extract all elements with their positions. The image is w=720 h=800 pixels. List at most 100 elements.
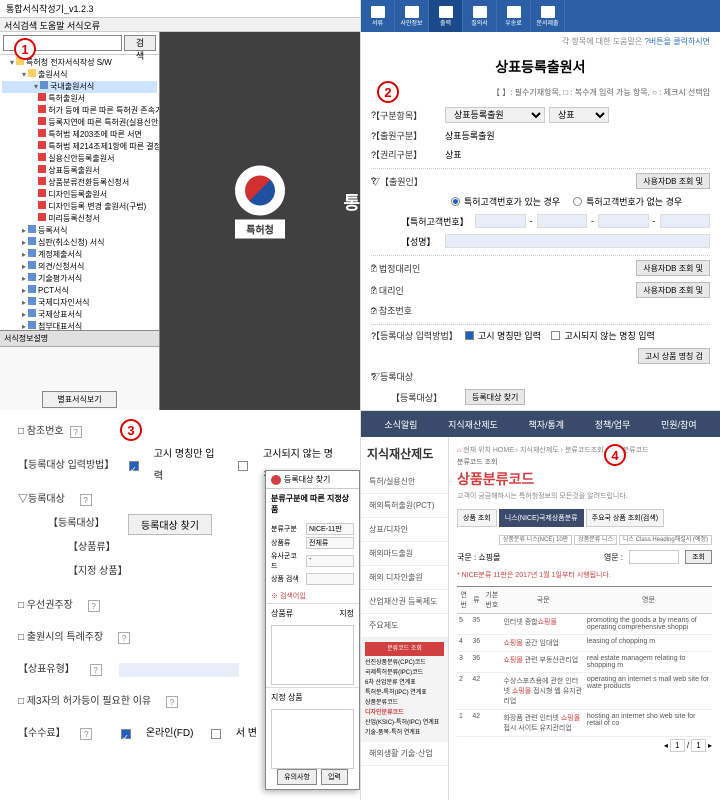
- tree-node[interactable]: 상표등록출원서: [2, 165, 157, 177]
- toolbar-btn-5[interactable]: 문서제출: [531, 0, 565, 32]
- help-icon[interactable]: ?: [70, 426, 82, 438]
- input-cn-3[interactable]: [598, 214, 649, 228]
- sidebar-item[interactable]: 해외 디자인출원: [361, 566, 448, 590]
- tree-node[interactable]: ▸등록서식: [2, 225, 157, 237]
- sidebar-item[interactable]: 해외특허출원(PCT): [361, 494, 448, 518]
- toolbar-btn-4[interactable]: 우송료: [497, 0, 531, 32]
- q3-chk-paper[interactable]: [211, 729, 221, 739]
- sidebar-item[interactable]: 해외마드출원: [361, 542, 448, 566]
- dlg-designated-list[interactable]: [271, 709, 354, 769]
- sidebar-sub-item[interactable]: 디자인분류코드: [365, 708, 444, 718]
- table-row[interactable]: 436쇼핑몰 공간 임대업leasing of chopping m: [457, 635, 712, 652]
- toolbar-btn-2[interactable]: 출력: [429, 0, 463, 32]
- toolbar-btn-0[interactable]: 서류: [361, 0, 395, 32]
- sidebar-item[interactable]: 상표/디자인: [361, 518, 448, 542]
- sidebar-sub-item[interactable]: 6차 산업분류 연계표: [365, 678, 444, 688]
- dlg-search[interactable]: [306, 573, 354, 585]
- sidebar-sub-item[interactable]: 국제특허분류(IPC)코드: [365, 668, 444, 678]
- sidebar-item[interactable]: 특허/실용신안: [361, 470, 448, 494]
- home-icon[interactable]: ⌂: [457, 447, 461, 454]
- tree-node[interactable]: 특허법 제203조에 따른 서면: [2, 129, 157, 141]
- btn-official-search[interactable]: 고시 상품 명칭 검: [638, 348, 710, 364]
- tree-node[interactable]: 허가 등에 따른 따른 특허권 존속기간 연장등: [2, 105, 157, 117]
- label-agent[interactable]: □ 대리인: [371, 284, 441, 297]
- input-cn-2[interactable]: [537, 214, 588, 228]
- sub-tab[interactable]: 상품분류 니스(NCE) 10판: [499, 535, 572, 545]
- sub-tab[interactable]: 니스 Class Heading해설서 (예정): [619, 535, 712, 545]
- tree-node[interactable]: 미리등록신청서: [2, 213, 157, 225]
- tree-node[interactable]: ▸심판(취소신청) 서식: [2, 237, 157, 249]
- tree-node[interactable]: ▸국제상표서식: [2, 309, 157, 321]
- tree-node[interactable]: 실용신안등록출원서: [2, 153, 157, 165]
- form-tree[interactable]: ▾특허청 전자서식작성 S/W▾출원서식▾국내출원서식 특허출원서 허가 등에 …: [0, 55, 159, 330]
- sidebar-footer[interactable]: 해외생활 기술·산업: [361, 742, 448, 766]
- label-ref-no[interactable]: □ 참조번호: [371, 304, 441, 317]
- table-row[interactable]: 242수상스포츠용에 관한 인터넷 쇼핑몰 접시형 웹 유지관리업operati…: [457, 673, 712, 710]
- sidebar-sub-head[interactable]: 분류코드 조회: [365, 642, 444, 656]
- tree-node[interactable]: 상품분류전환등록신청서: [2, 177, 157, 189]
- sidebar-item[interactable]: 산업재산권 등록제도: [361, 590, 448, 614]
- tree-node[interactable]: ▸국제디자인서식: [2, 297, 157, 309]
- sidebar-sub-item[interactable]: 특허분-특허(IPC) 연계표: [365, 688, 444, 698]
- q3-priority[interactable]: □ 우선권주장: [18, 595, 73, 617]
- dlg-input-button[interactable]: 입력: [321, 769, 348, 785]
- q3-chk-other[interactable]: [238, 461, 248, 471]
- q3-exception[interactable]: □ 출원시의 특례주장: [18, 627, 103, 649]
- user-db-button-3[interactable]: 사용자DB 조회 및: [636, 282, 710, 298]
- sub-tab[interactable]: 상품분류 니스: [574, 535, 617, 545]
- tree-node[interactable]: ▸기술평가서식: [2, 273, 157, 285]
- tree-node[interactable]: ▸계정제출서식: [2, 249, 157, 261]
- nav-item[interactable]: 민원/참여: [661, 418, 697, 431]
- user-db-button-1[interactable]: 사용자DB 조회 및: [636, 173, 710, 189]
- q3-ref-no[interactable]: □ 참조번호: [18, 421, 64, 443]
- select-category[interactable]: 상표등록출원: [445, 107, 545, 123]
- radio-no-number[interactable]: [573, 197, 582, 206]
- sidebar-sub-item[interactable]: 산업(KSIC)-특허(IPC) 연계표: [365, 718, 444, 728]
- search-button[interactable]: 검색: [124, 35, 156, 51]
- q3-chk-official[interactable]: [129, 461, 139, 471]
- user-db-button-2[interactable]: 사용자DB 조회 및: [636, 260, 710, 276]
- table-row[interactable]: 142화장품 관련 인터넷 쇼핑몰 접시 사이트 유지관리업hosting an…: [457, 710, 712, 737]
- chk-not-official[interactable]: [551, 331, 560, 340]
- table-row[interactable]: 535인터넷 종합쇼핑몰promoting the goods a by mea…: [457, 614, 712, 635]
- dlg-similar-code[interactable]: -: [306, 555, 354, 567]
- nav-item[interactable]: 책자/통계: [528, 418, 564, 431]
- btn-find-target[interactable]: 등록대상 찾기: [465, 389, 525, 405]
- tree-node[interactable]: ▾출원서식: [2, 69, 157, 81]
- dlg-class-type[interactable]: NICE-11판: [306, 523, 354, 535]
- pager[interactable]: ◂ 1 / 1 ▸: [457, 737, 712, 754]
- tree-node[interactable]: 등록지연에 따른 특허권(실용신안권)의: [2, 117, 157, 129]
- sidebar-sub-item[interactable]: 선진상품분류(CPC)코드: [365, 658, 444, 668]
- sidebar-item[interactable]: 주요제도: [361, 614, 448, 638]
- table-row[interactable]: 336쇼핑몰 관련 부동산관리업real estate managem rela…: [457, 652, 712, 673]
- dlg-goods-class[interactable]: 전체류: [306, 537, 354, 549]
- main-tab[interactable]: 주요국 상품 조회(검색): [586, 509, 665, 527]
- q3-mark-type-field[interactable]: [119, 663, 239, 677]
- toolbar-btn-3[interactable]: 질의서: [463, 0, 497, 32]
- sidebar-sub-item[interactable]: 기술-품목-특허 연계표: [365, 728, 444, 738]
- main-tab[interactable]: 니스(NICE)국제상품분류: [499, 509, 584, 527]
- input-name[interactable]: [445, 234, 710, 248]
- tree-node[interactable]: 특허법 제214조제1항에 따른 결정신청: [2, 141, 157, 153]
- q3-find-target-button[interactable]: 등록대상 찾기: [128, 514, 212, 535]
- dlg-notice-button[interactable]: 유의사항: [277, 769, 317, 785]
- radio-has-number[interactable]: [451, 197, 460, 206]
- nav-item[interactable]: 정책/업무: [595, 418, 631, 431]
- star-form-button[interactable]: 별표서식보기: [42, 391, 116, 408]
- toolbar-btn-1[interactable]: 사안정보: [395, 0, 429, 32]
- tree-node[interactable]: 디자인등록출원서: [2, 189, 157, 201]
- tree-node[interactable]: ▾국내출원서식: [2, 81, 157, 93]
- label-legal-rep[interactable]: □ 법정대리인: [371, 262, 441, 275]
- tree-node[interactable]: ▸의견/신청서식: [2, 261, 157, 273]
- q3-chk-online[interactable]: [121, 729, 131, 739]
- sidebar-sub-item[interactable]: 상품분류코드: [365, 698, 444, 708]
- input-cn-1[interactable]: [475, 214, 526, 228]
- tree-node[interactable]: ▸첨부대표서식: [2, 321, 157, 330]
- q3-third-party[interactable]: □ 제3자의 허가등이 필요한 이유: [18, 691, 151, 713]
- select-right[interactable]: 상표: [549, 107, 609, 123]
- tree-node[interactable]: ▸PCT서식: [2, 285, 157, 297]
- nav-item[interactable]: 지식재산제도: [448, 418, 498, 431]
- menu-bar[interactable]: 서식검색 도움말 서식오류: [0, 18, 360, 32]
- search-en-input[interactable]: [629, 550, 679, 564]
- dlg-goods-list[interactable]: [271, 625, 354, 685]
